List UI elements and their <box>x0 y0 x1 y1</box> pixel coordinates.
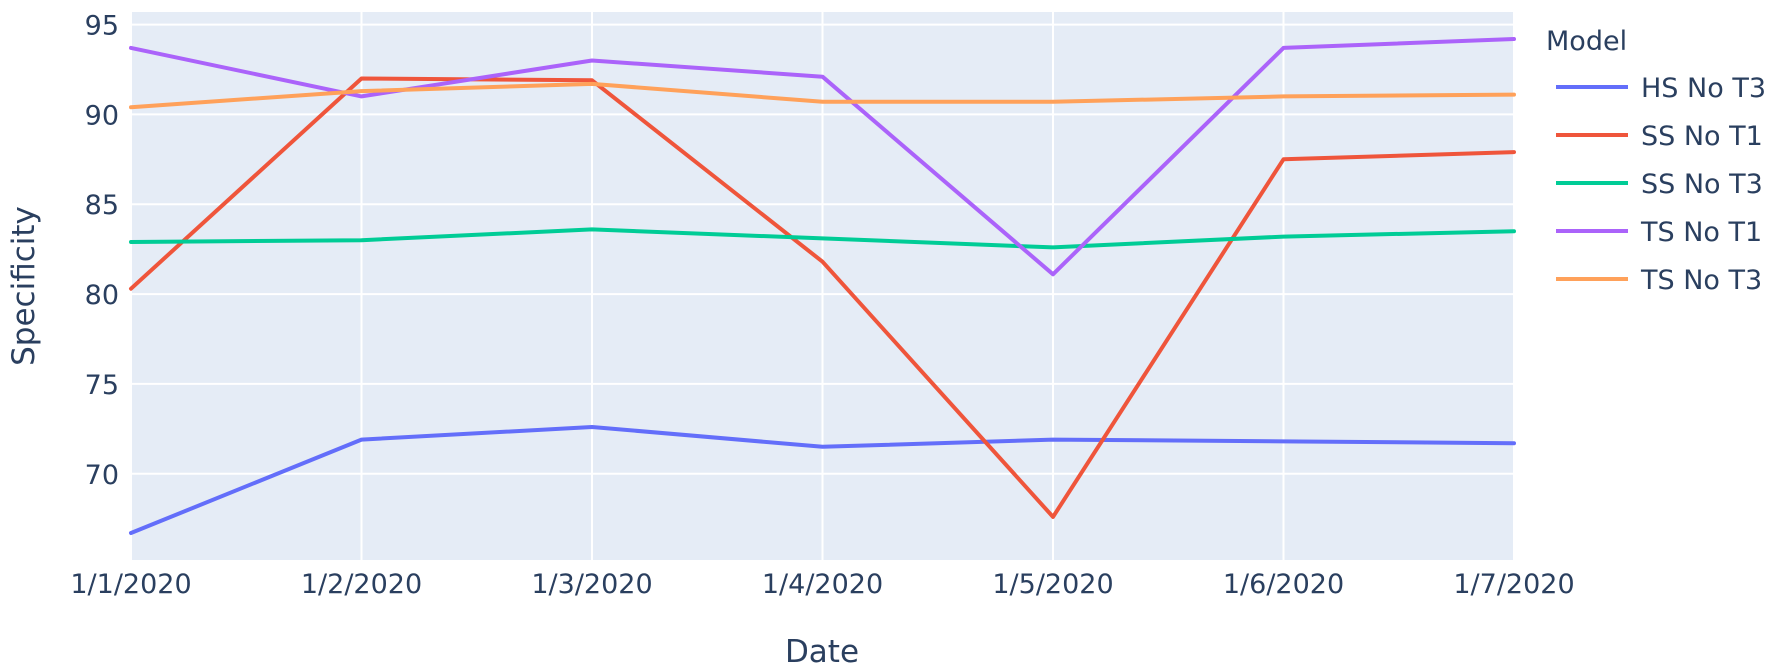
legend-items: HS No T3 SS No T1 SS No T3 TS No T1 TS No T3 <box>1556 73 1766 296</box>
y-tick-label: 85 <box>85 190 119 221</box>
series-line-ss-no-t3 <box>129 227 1516 250</box>
series-line-hs-no-t3 <box>129 425 1516 535</box>
y-tick-label: 70 <box>85 460 119 491</box>
y-tick-label: 90 <box>85 100 119 131</box>
series-lines <box>129 37 1516 535</box>
y-tick-label: 95 <box>85 11 119 42</box>
legend-label: TS No T3 <box>1640 265 1762 296</box>
series-line-ts-no-t3 <box>129 81 1516 110</box>
legend-label: SS No T3 <box>1641 169 1763 200</box>
x-tick-label: 1/7/2020 <box>1453 569 1574 600</box>
legend-label: HS No T3 <box>1641 73 1766 104</box>
x-tick-label: 1/5/2020 <box>992 569 1113 600</box>
x-axis-title: Date <box>785 634 859 669</box>
legend: Model HS No T3 SS No T1 SS No T3 TS No T1 TS… <box>1546 26 1766 296</box>
x-tick-label: 1/6/2020 <box>1223 569 1344 600</box>
legend-label: SS No T1 <box>1641 121 1763 152</box>
x-tick-label: 1/2/2020 <box>301 569 422 600</box>
legend-label: TS No T1 <box>1640 217 1762 248</box>
series-line-ss-no-t1 <box>129 76 1516 519</box>
legend-title: Model <box>1546 26 1627 57</box>
x-tick-label: 1/4/2020 <box>762 569 883 600</box>
y-tick-labels: 70 75 80 85 90 95 <box>85 11 119 491</box>
grid-lines <box>130 12 1515 560</box>
x-tick-label: 1/1/2020 <box>70 569 191 600</box>
x-tick-labels: 1/1/2020 1/2/2020 1/3/2020 1/4/2020 1/5/2020… <box>70 569 1574 600</box>
y-tick-label: 80 <box>85 280 119 311</box>
y-axis-title: Specificity <box>6 206 42 366</box>
y-tick-label: 75 <box>85 370 119 401</box>
series-line-ts-no-t1 <box>129 37 1516 277</box>
x-tick-label: 1/3/2020 <box>531 569 652 600</box>
